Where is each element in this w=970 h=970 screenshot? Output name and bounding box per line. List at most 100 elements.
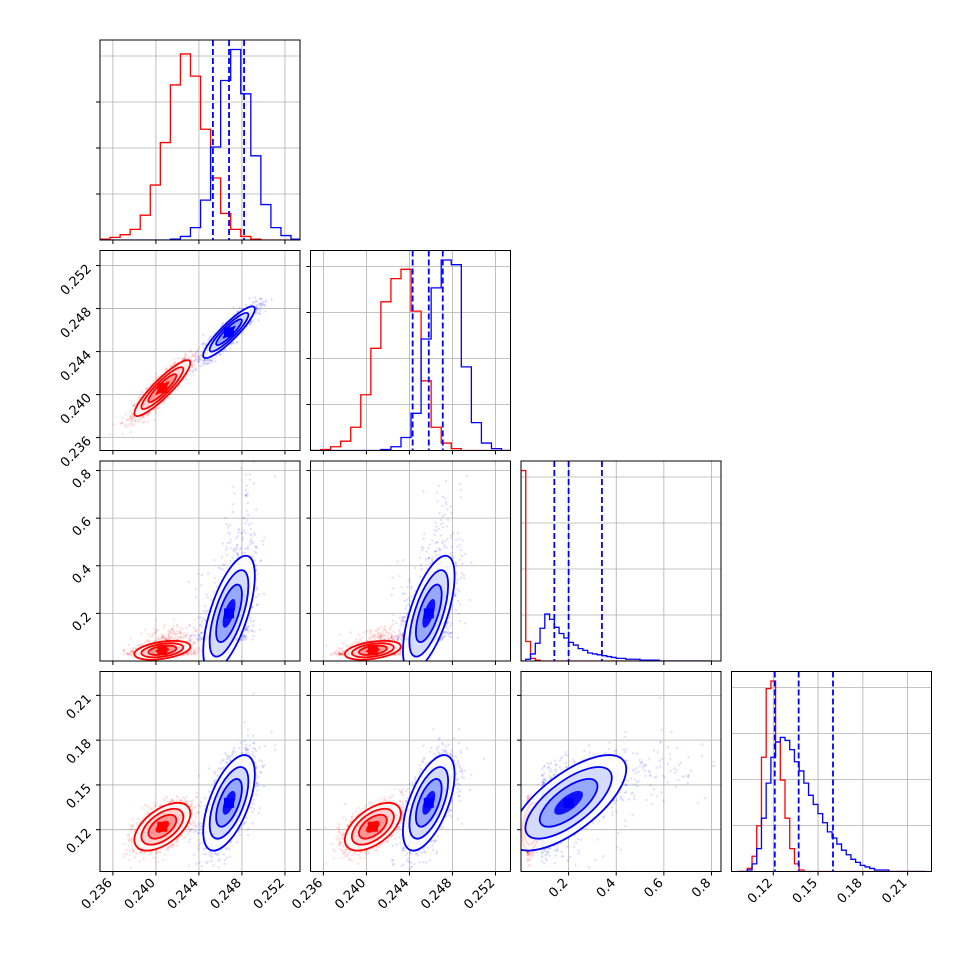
scatter-point — [248, 473, 252, 476]
scatter-point — [235, 536, 238, 540]
scatter-point — [218, 353, 222, 357]
scatter-point — [172, 631, 175, 634]
scatter-point — [213, 357, 216, 360]
panel-frame — [99, 250, 301, 451]
scatter-point — [199, 616, 203, 619]
scatter-point — [194, 649, 198, 653]
scatter-point — [140, 632, 143, 635]
scatter-point — [203, 361, 207, 364]
scatter-point — [146, 639, 149, 642]
scatter-point — [184, 634, 188, 637]
scatter-point — [194, 369, 198, 372]
scatter-point — [129, 409, 132, 412]
scatter-point — [206, 358, 209, 361]
histogram-red — [310, 268, 511, 451]
scatter-point — [196, 349, 199, 352]
scatter-point — [197, 639, 200, 643]
scatter-point — [205, 359, 208, 363]
scatter-point — [213, 558, 216, 562]
scatter-point — [194, 652, 198, 656]
scatter-point — [200, 351, 204, 354]
scatter-point — [179, 631, 182, 635]
scatter-point — [189, 634, 193, 637]
scatter-point — [197, 633, 200, 636]
scatter-point — [187, 651, 190, 654]
scatter-point — [140, 643, 143, 647]
scatter-point — [225, 522, 228, 526]
scatter-point — [164, 637, 168, 640]
scatter-point — [258, 304, 262, 307]
scatter-point — [132, 405, 135, 408]
scatter-point — [127, 643, 130, 647]
scatter-point — [133, 404, 136, 408]
scatter-point — [131, 417, 134, 421]
scatter-point — [171, 628, 174, 632]
scatter-point — [274, 456, 276, 458]
scatter-point — [142, 416, 145, 419]
scatter-point — [197, 360, 201, 364]
scatter-point — [199, 359, 202, 362]
scatter-point — [236, 554, 240, 558]
scatter-point — [130, 417, 133, 421]
density-peak — [224, 327, 235, 338]
scatter-point — [179, 636, 182, 640]
scatter-point — [244, 635, 247, 638]
scatter-point — [196, 360, 200, 363]
scatter-point — [192, 642, 195, 645]
scatter-point — [182, 357, 185, 361]
scatter-point — [183, 355, 186, 359]
scatter-point — [242, 634, 245, 638]
scatter-point — [203, 358, 206, 362]
scatter-point — [129, 416, 133, 419]
scatter-point — [241, 536, 245, 539]
scatter-point — [202, 359, 206, 362]
scatter-point — [129, 416, 133, 419]
scatter-point — [189, 350, 193, 354]
scatter-point — [155, 618, 158, 621]
scatter-point — [209, 335, 213, 338]
scatter-point — [187, 653, 190, 656]
scatter-point — [129, 653, 132, 656]
scatter-point — [236, 340, 239, 344]
scatter-point — [264, 310, 267, 313]
scatter-point — [257, 319, 260, 322]
scatter-point — [189, 650, 193, 653]
scatter-point — [184, 634, 188, 638]
scatter-point — [201, 359, 205, 362]
scatter-point — [255, 545, 258, 549]
scatter-point — [221, 322, 224, 326]
scatter-point — [255, 307, 258, 310]
scatter-point — [169, 364, 172, 368]
scatter-point — [131, 413, 135, 417]
scatter-point — [167, 637, 171, 640]
scatter-point — [167, 629, 170, 633]
scatter-point — [197, 358, 200, 361]
scatter-point — [251, 301, 255, 304]
scatter-point — [172, 630, 175, 633]
scatter-point — [241, 551, 244, 554]
scatter-point — [250, 522, 253, 525]
scatter-point — [189, 652, 192, 655]
scatter-point — [175, 623, 179, 626]
scatter-point — [158, 406, 161, 410]
scatter-point — [127, 423, 130, 426]
scatter-point — [149, 635, 152, 638]
scatter-point — [258, 302, 261, 305]
scatter-point — [207, 359, 210, 362]
scatter-point — [170, 636, 173, 639]
scatter-point — [130, 420, 133, 424]
scatter-point — [235, 546, 239, 550]
scatter-point — [229, 547, 232, 550]
scatter-point — [188, 640, 191, 643]
scatter-point — [145, 414, 149, 417]
scatter-point — [249, 616, 252, 620]
scatter-point — [186, 652, 189, 656]
scatter-point — [255, 304, 258, 307]
scatter-point — [255, 309, 259, 312]
scatter-point — [173, 361, 177, 364]
scatter-point — [133, 647, 137, 650]
scatter-point — [243, 635, 247, 639]
scatter-point — [232, 549, 235, 552]
scatter-point — [131, 415, 135, 418]
scatter-point — [133, 419, 136, 422]
